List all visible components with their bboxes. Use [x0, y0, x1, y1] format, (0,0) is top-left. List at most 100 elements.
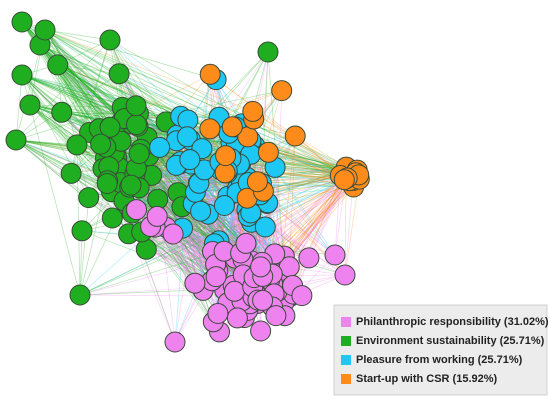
node: [224, 280, 245, 302]
node: [199, 118, 221, 140]
node: [215, 145, 237, 167]
node: [250, 256, 272, 278]
node: [96, 173, 118, 194]
legend-label: Start-up with CSR (15.92%): [356, 373, 498, 385]
node: [176, 126, 198, 148]
node: [125, 95, 147, 117]
edge: [44, 29, 254, 120]
node: [34, 19, 56, 41]
edge: [288, 135, 296, 267]
legend-label: Philanthropic responsibility (31.02%): [356, 316, 549, 328]
node: [179, 149, 201, 171]
node: [126, 114, 147, 136]
node: [60, 162, 82, 184]
legend-label: Pleasure from working (25.71%): [356, 354, 523, 366]
edge: [79, 212, 251, 296]
edge: [79, 230, 83, 296]
edge: [182, 227, 219, 314]
edge: [44, 29, 253, 112]
node: [120, 174, 142, 196]
node: [199, 63, 221, 85]
edge: [15, 139, 275, 295]
legend-swatch: [341, 374, 351, 384]
node: [226, 307, 248, 329]
edge: [57, 64, 341, 176]
edge: [218, 166, 347, 242]
edge: [15, 74, 23, 141]
edge: [39, 44, 347, 174]
edge: [146, 243, 215, 250]
node: [101, 207, 123, 229]
legend-swatch: [341, 355, 351, 365]
edge: [265, 177, 348, 228]
edge: [57, 64, 181, 117]
node: [51, 101, 73, 123]
edge: [15, 139, 106, 159]
edge: [214, 177, 348, 244]
node: [257, 141, 279, 163]
node: [78, 187, 100, 209]
node: [47, 54, 69, 76]
node: [5, 129, 27, 151]
edge: [240, 162, 347, 174]
legend-swatch: [341, 317, 351, 327]
edge: [253, 118, 347, 174]
edge: [79, 203, 268, 296]
edge: [57, 64, 90, 198]
edge: [21, 21, 358, 171]
node: [252, 289, 274, 311]
node: [235, 232, 257, 254]
node: [250, 320, 272, 342]
node: [99, 29, 121, 51]
node: [71, 220, 93, 242]
edge: [198, 182, 354, 188]
edge: [289, 173, 347, 297]
edge: [218, 178, 360, 242]
node: [291, 285, 313, 307]
edge: [21, 74, 178, 136]
edge: [79, 197, 90, 296]
node: [242, 100, 264, 122]
edge: [180, 161, 247, 244]
node: [108, 63, 130, 85]
legend-box: [333, 304, 548, 396]
edge: [141, 231, 213, 281]
edge: [215, 79, 346, 276]
node: [298, 247, 320, 269]
node: [164, 331, 186, 353]
node: [126, 199, 147, 221]
node: [19, 94, 41, 116]
edge: [57, 64, 345, 181]
legend-label: Environment sustainability (25.71%): [356, 335, 545, 347]
node: [69, 284, 91, 306]
node: [333, 169, 355, 191]
edge: [136, 51, 269, 187]
edge: [21, 74, 181, 117]
node: [334, 264, 356, 286]
edge: [267, 202, 336, 256]
node: [66, 134, 88, 156]
edge: [148, 155, 251, 292]
node: [135, 238, 157, 260]
edge: [293, 179, 345, 295]
node: [213, 195, 235, 216]
node: [146, 205, 168, 227]
node: [246, 171, 268, 193]
node: [207, 303, 229, 324]
node: [128, 143, 150, 165]
node: [90, 133, 112, 155]
legend: Philanthropic responsibility (31.02%) Env…: [333, 304, 549, 396]
edge: [57, 64, 181, 117]
edge: [210, 73, 350, 181]
node: [190, 200, 212, 222]
edge: [289, 166, 347, 297]
node: [284, 125, 306, 147]
edge: [253, 118, 348, 179]
node: [257, 41, 279, 63]
edge: [44, 29, 111, 41]
edge: [29, 104, 123, 108]
node: [11, 64, 33, 86]
nodes: [5, 11, 370, 353]
